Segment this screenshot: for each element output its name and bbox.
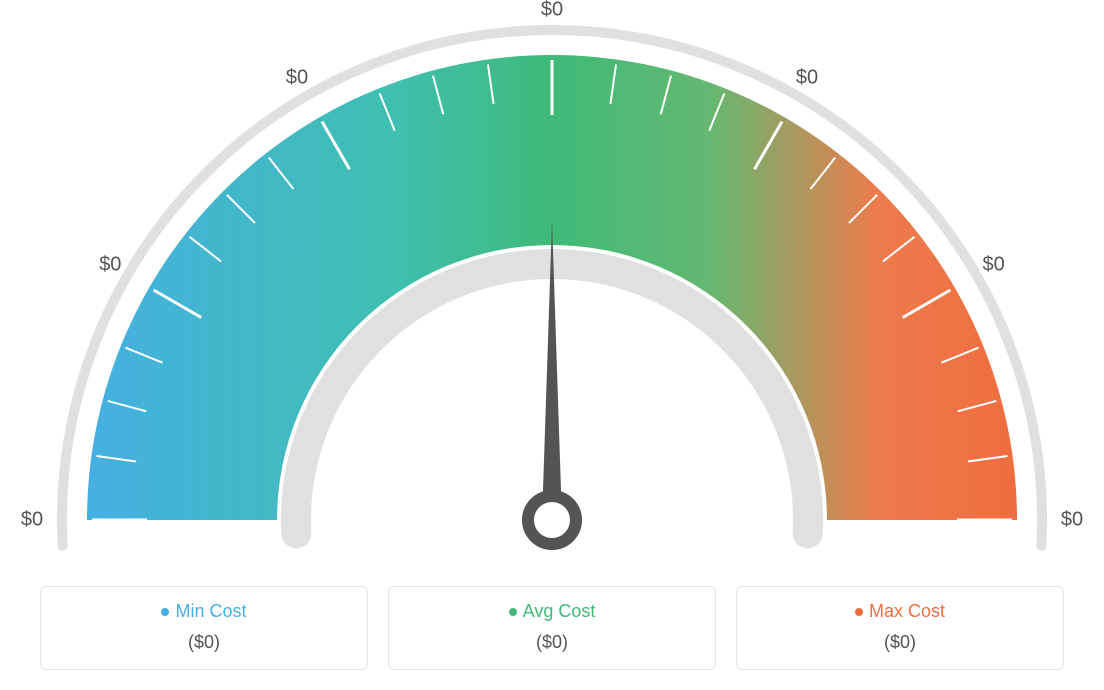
legend-item-min: Min Cost ($0)	[40, 586, 368, 670]
legend-label-max: Max Cost	[869, 601, 945, 621]
gauge-tick-label: $0	[1061, 509, 1083, 532]
legend-dot-max	[855, 608, 863, 616]
gauge-tick-label: $0	[541, 0, 563, 22]
gauge-tick-label: $0	[21, 509, 43, 532]
legend-label-line-max: Max Cost	[747, 601, 1053, 622]
legend-value-avg: ($0)	[399, 632, 705, 653]
legend-item-avg: Avg Cost ($0)	[388, 586, 716, 670]
gauge-tick-label: $0	[286, 67, 308, 90]
legend-label-min: Min Cost	[175, 601, 246, 621]
gauge-tick-label: $0	[983, 254, 1005, 277]
legend-label-avg: Avg Cost	[523, 601, 596, 621]
gauge-svg	[0, 0, 1104, 560]
cost-gauge-container: $0 $0 $0 $0 $0 $0 $0 Min Cost ($0) Avg Cost ($…	[0, 0, 1104, 690]
legend-dot-avg	[509, 608, 517, 616]
legend-label-line-min: Min Cost	[51, 601, 357, 622]
gauge-chart: $0 $0 $0 $0 $0 $0 $0	[0, 0, 1104, 560]
legend-value-min: ($0)	[51, 632, 357, 653]
legend-value-max: ($0)	[747, 632, 1053, 653]
legend-item-max: Max Cost ($0)	[736, 586, 1064, 670]
legend-dot-min	[161, 608, 169, 616]
gauge-tick-label: $0	[796, 67, 818, 90]
gauge-tick-label: $0	[99, 254, 121, 277]
legend-label-line-avg: Avg Cost	[399, 601, 705, 622]
legend-row: Min Cost ($0) Avg Cost ($0) Max Cost ($0…	[40, 586, 1064, 670]
